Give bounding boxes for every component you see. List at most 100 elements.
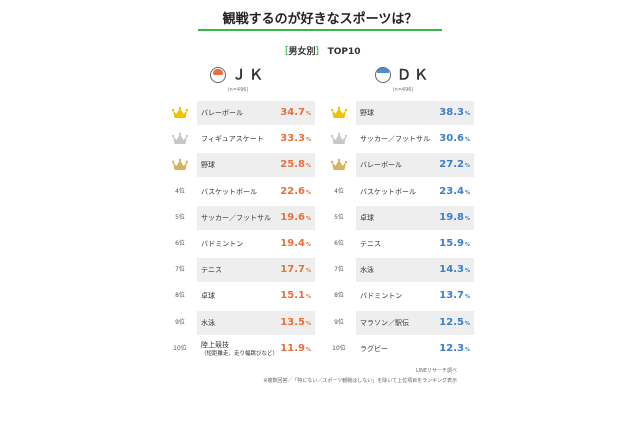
jk-rank-label: 5位: [175, 213, 185, 221]
dk-ranking-list: 野球 38.3% サッカー／フットサル 30.6% バレーボール 27.2% 4位 バスケット…: [330, 101, 474, 363]
dk-rank-cell: バドミントン 13.7%: [356, 284, 474, 308]
dk-rank-cell: サッカー／フットサル 30.6%: [356, 127, 474, 151]
jk-sport-label: 野球: [201, 153, 215, 177]
jk-percent-number: 13.5: [280, 316, 305, 328]
dk-sport-name: 水泳: [360, 266, 374, 275]
dk-sport-name: サッカー／フットサル: [360, 135, 430, 144]
jk-percent-number: 25.8: [280, 159, 305, 171]
jk-sport-label: テニス: [201, 258, 222, 282]
jk-rank-cell: サッカー／フットサル 19.6%: [197, 205, 315, 230]
dk-percent-unit: %: [464, 294, 470, 301]
dk-percent-unit: %: [464, 241, 470, 248]
jk-rank-cell: バレーボール 34.7%: [197, 101, 315, 125]
jk-rank-cell: 卓球 15.1%: [197, 284, 315, 308]
jk-percent-value: 11.9%: [280, 337, 311, 361]
dk-rank-row: 10位 ラグビー 12.3%: [331, 337, 474, 363]
jk-group-name: ＪＫ: [232, 67, 266, 84]
dk-rank-row: 7位 水泳 14.3%: [331, 258, 474, 284]
dk-percent-number: 14.3: [439, 264, 464, 276]
dk-percent-number: 12.5: [439, 316, 464, 328]
dk-sport-label: 卓球: [360, 206, 374, 230]
dk-percent-unit: %: [464, 215, 470, 222]
jk-sport-name: テニス: [201, 266, 222, 275]
dk-sport-label: テニス: [360, 232, 381, 256]
jk-percent-unit: %: [305, 294, 311, 301]
dk-rank-label: 7位: [334, 266, 344, 274]
dk-rank-cell: バレーボール 27.2%: [356, 153, 474, 178]
dk-rank-row: 4位 バスケットボール 23.4%: [331, 180, 474, 206]
dk-sample-size: (n=496): [392, 86, 414, 93]
dk-rank-cell: テニス 15.9%: [356, 232, 474, 256]
bronze-crown-icon: [330, 157, 348, 171]
jk-rank-row: 6位 バドミントン 19.4%: [172, 232, 315, 258]
subtitle-bracket-open: ［: [279, 47, 289, 57]
dk-sport-name: 野球: [360, 109, 374, 117]
jk-rank-row: 4位 バスケットボール 22.6%: [172, 180, 315, 206]
dk-sport-name: マラソン／駅伝: [360, 318, 409, 327]
dk-rank-label: 10位: [332, 344, 346, 352]
jk-rank-label: 8位: [175, 292, 185, 300]
jk-rank-cell: 野球 25.8%: [197, 153, 315, 178]
jk-ranking-list: バレーボール 34.7% フィギュアスケート 33.3% 野球 25.8% 4位 バスケットボ…: [171, 101, 315, 363]
dk-sport-name: バドミントン: [360, 292, 403, 301]
jk-rank-row: 7位 テニス 17.7%: [172, 258, 315, 284]
dk-group-name: ＤＫ: [397, 67, 431, 84]
jk-percent-number: 22.6: [280, 185, 305, 197]
jk-percent-value: 19.6%: [280, 206, 311, 230]
jk-header: ＪＫ (n=496): [163, 64, 313, 93]
jk-rank-cell: バスケットボール 22.6%: [197, 180, 315, 204]
dk-rank-cell: 水泳 14.3%: [356, 258, 474, 283]
jk-rank-cell: バドミントン 19.4%: [197, 232, 315, 256]
jk-sport-label: サッカー／フットサル: [201, 206, 271, 230]
dk-sport-label: バドミントン: [360, 284, 402, 308]
jk-sport-name: バレーボール: [201, 109, 243, 117]
jk-sport-label: フィギュアスケート: [201, 127, 264, 151]
chart-title: 観戦するのが好きなスポーツは？: [222, 12, 418, 27]
jk-rank-cell: 陸上競技 （短距離走、走り幅跳びなど） 11.9%: [197, 337, 315, 361]
dk-rank-row: 野球 38.3%: [330, 101, 474, 127]
jk-rank-row: 10位 陸上競技 （短距離走、走り幅跳びなど） 11.9%: [172, 337, 315, 363]
jk-percent-unit: %: [305, 241, 311, 248]
jk-percent-value: 33.3%: [280, 127, 311, 151]
dk-sport-label: バレーボール: [360, 153, 402, 177]
jk-rank-row: 9位 水泳 13.5%: [172, 310, 315, 337]
subtitle-top: TOP10: [327, 47, 361, 57]
dk-percent-number: 27.2: [439, 159, 464, 171]
dk-percent-number: 19.8: [439, 211, 464, 223]
dk-percent-value: 12.5%: [439, 311, 470, 335]
dk-percent-value: 12.3%: [439, 337, 470, 361]
jk-sport-name: サッカー／フットサル: [201, 213, 271, 222]
subtitle-label: 男女別: [288, 47, 316, 57]
dk-rank-row: 8位 バドミントン 13.7%: [331, 284, 474, 310]
dk-percent-unit: %: [464, 137, 470, 144]
jk-sport-name: 野球: [201, 161, 215, 170]
jk-sample-size: (n=496): [227, 86, 249, 93]
jk-sport-label: 陸上競技 （短距離走、走り幅跳びなど）: [201, 341, 278, 358]
jk-percent-unit: %: [305, 346, 311, 353]
jk-percent-value: 17.7%: [280, 258, 311, 282]
jk-percent-value: 15.1%: [280, 284, 311, 308]
dk-sport-name: バスケットボール: [360, 187, 416, 196]
jk-percent-number: 19.6: [280, 211, 305, 223]
dk-rank-row: 9位 マラソン／駅伝 12.5%: [331, 310, 474, 337]
dk-header: ＤＫ (n=496): [328, 64, 478, 93]
dk-percent-value: 19.8%: [439, 206, 470, 230]
jk-rank-row: フィギュアスケート 33.3%: [171, 127, 315, 153]
jk-rank-label: 6位: [175, 239, 185, 247]
dk-percent-number: 15.9: [439, 237, 464, 249]
jk-sport-note: （短距離走、走り幅跳びなど）: [201, 350, 279, 357]
dk-sport-name: 卓球: [360, 213, 374, 222]
jk-percent-number: 34.7: [280, 107, 305, 118]
dk-sport-name: バレーボール: [360, 161, 402, 170]
jk-percent-value: 13.5%: [280, 311, 311, 335]
boy-avatar-icon: [375, 66, 391, 83]
jk-sport-label: バレーボール: [201, 101, 243, 125]
jk-rank-label: 9位: [175, 318, 185, 326]
jk-rank-cell: テニス 17.7%: [197, 258, 315, 283]
dk-percent-number: 38.3: [439, 107, 464, 118]
jk-percent-value: 19.4%: [280, 232, 311, 256]
dk-percent-unit: %: [464, 268, 470, 275]
dk-rank-label: 9位: [334, 318, 344, 326]
jk-rank-label: 7位: [175, 266, 185, 274]
source-credit: LINEリサーチ調べ: [415, 368, 457, 374]
